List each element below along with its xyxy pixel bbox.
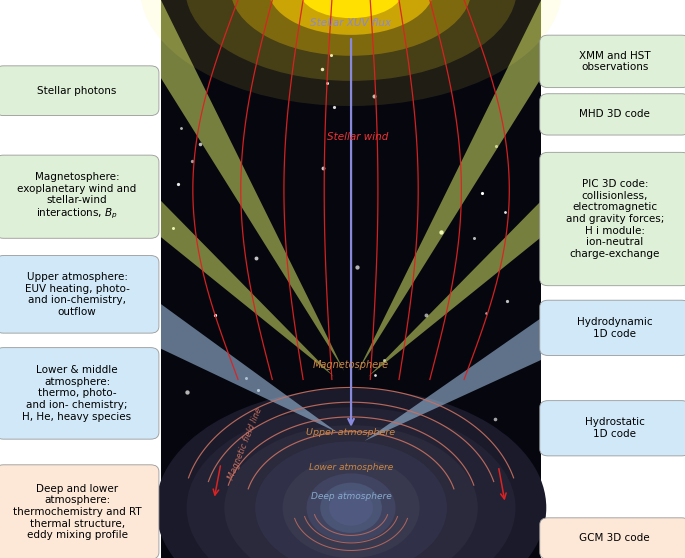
Text: Upper atmosphere:
EUV heating, photo-
and ion-chemistry,
outflow: Upper atmosphere: EUV heating, photo- an…: [25, 272, 129, 317]
FancyBboxPatch shape: [540, 518, 685, 558]
Polygon shape: [358, 0, 541, 371]
Ellipse shape: [224, 425, 477, 558]
Text: Magnetosphere:
exoplanetary wind and
stellar-wind
interactions, $B_p$: Magnetosphere: exoplanetary wind and ste…: [17, 172, 137, 222]
FancyBboxPatch shape: [540, 94, 685, 135]
FancyBboxPatch shape: [540, 35, 685, 88]
Text: Lower & middle
atmosphere:
thermo, photo-
and ion- chemistry;
H, He, heavy speci: Lower & middle atmosphere: thermo, photo…: [23, 365, 132, 422]
Text: PIC 3D code:
collisionless,
electromagnetic
and gravity forces;
H i module:
ion-: PIC 3D code: collisionless, electromagne…: [566, 179, 664, 259]
Text: Hydrostatic
1D code: Hydrostatic 1D code: [585, 417, 645, 439]
Polygon shape: [161, 0, 344, 371]
Ellipse shape: [230, 0, 471, 56]
Polygon shape: [161, 201, 334, 377]
Text: Hydrodynamic
1D code: Hydrodynamic 1D code: [577, 317, 653, 339]
Text: Lower atmosphere: Lower atmosphere: [309, 463, 393, 472]
Polygon shape: [369, 201, 541, 377]
Ellipse shape: [140, 0, 562, 106]
Text: Deep and lower
atmosphere:
thermochemistry and RT
thermal structure,
eddy mixing: Deep and lower atmosphere: thermochemist…: [13, 484, 141, 540]
Text: Deep atmosphere: Deep atmosphere: [311, 492, 391, 501]
Text: GCM 3D code: GCM 3D code: [580, 533, 650, 543]
Text: Stellar wind: Stellar wind: [327, 132, 388, 142]
Polygon shape: [161, 304, 337, 432]
Ellipse shape: [320, 483, 382, 533]
FancyBboxPatch shape: [0, 155, 159, 238]
Text: MHD 3D code: MHD 3D code: [580, 109, 650, 119]
Ellipse shape: [268, 0, 434, 35]
Ellipse shape: [306, 473, 395, 542]
FancyBboxPatch shape: [161, 0, 541, 558]
FancyBboxPatch shape: [540, 401, 685, 456]
Text: Stellar photons: Stellar photons: [38, 86, 116, 95]
Ellipse shape: [255, 441, 447, 558]
FancyBboxPatch shape: [0, 348, 159, 439]
Ellipse shape: [329, 490, 373, 526]
FancyBboxPatch shape: [540, 152, 685, 286]
Ellipse shape: [155, 388, 546, 558]
Ellipse shape: [298, 0, 403, 18]
Text: Upper atmosphere: Upper atmosphere: [306, 428, 396, 437]
FancyBboxPatch shape: [0, 256, 159, 333]
Polygon shape: [364, 318, 541, 441]
FancyBboxPatch shape: [0, 66, 159, 116]
FancyBboxPatch shape: [540, 300, 685, 355]
Text: Stellar XUV flux: Stellar XUV flux: [310, 18, 392, 28]
Ellipse shape: [185, 0, 516, 81]
Text: Magnetosphere: Magnetosphere: [313, 360, 389, 371]
Ellipse shape: [282, 458, 419, 558]
Ellipse shape: [303, 0, 399, 8]
FancyBboxPatch shape: [0, 465, 159, 558]
Text: XMM and HST
observations: XMM and HST observations: [579, 51, 651, 72]
Ellipse shape: [186, 407, 515, 558]
Text: Magnetic field line: Magnetic field line: [226, 406, 264, 481]
